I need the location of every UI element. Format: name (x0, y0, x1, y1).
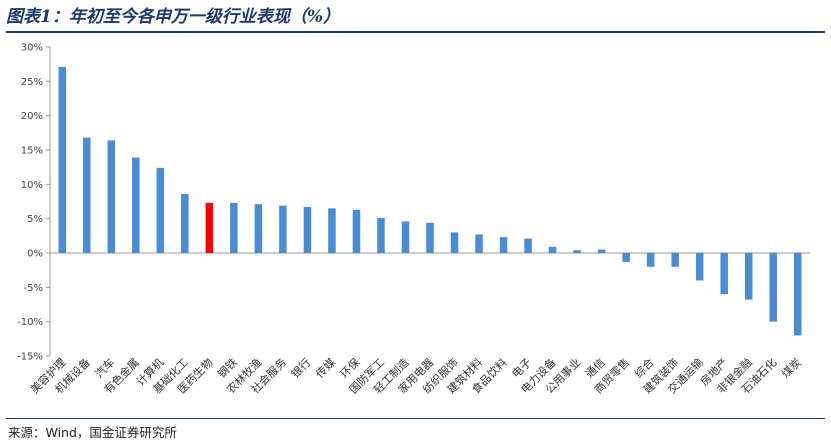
y-tick-label: 20% (21, 111, 43, 122)
bar-28 (720, 253, 728, 295)
bar-2 (83, 137, 91, 253)
bar-25 (646, 253, 655, 267)
bar-17 (450, 232, 459, 253)
bar-3 (107, 140, 116, 253)
x-category-label: 煤炭 (779, 356, 804, 381)
y-tick-label: -10% (17, 317, 43, 328)
y-tick-label: 25% (21, 77, 43, 88)
bar-chart: -15% -10% -5% 0% 5% 10% 15% 20% 25% 30% 美容护理机械设备汽… (17, 43, 810, 396)
bar-31 (793, 253, 802, 336)
bar-9 (254, 204, 263, 253)
bar-20 (524, 238, 532, 253)
bar-15 (401, 221, 410, 253)
source-note: 来源：Wind，国金证券研究所 (8, 425, 177, 440)
x-category-label: 银行 (288, 355, 313, 380)
y-tick-label: 30% (21, 43, 43, 54)
y-tick-label: 15% (21, 146, 43, 157)
bar-19 (499, 237, 508, 253)
bar-26 (671, 253, 679, 267)
bar-24 (622, 253, 630, 262)
bar-12 (328, 208, 336, 253)
bar-11 (303, 206, 312, 253)
y-tick-label: -5% (24, 283, 43, 294)
bar-13 (352, 209, 361, 253)
bar-5 (156, 167, 165, 253)
bar-14 (377, 217, 385, 253)
bar-16 (426, 222, 434, 253)
bar-4 (132, 157, 140, 253)
bar-27 (695, 253, 704, 281)
bar-23 (597, 249, 606, 253)
bar-29 (744, 253, 753, 300)
title-divider (6, 31, 825, 33)
y-tick-label: -15% (17, 352, 43, 363)
source-divider (6, 418, 825, 419)
x-category-label: 传媒 (313, 356, 338, 381)
y-tick-label: 10% (21, 180, 43, 191)
bar-22 (573, 250, 581, 253)
bar-30 (769, 253, 777, 322)
y-tick-label: 5% (27, 214, 43, 225)
bar-21 (548, 246, 557, 253)
bar-6 (181, 193, 189, 253)
category-labels: 美容护理机械设备 汽车有色金属计算机基础化工医药生物 钢铁农林牧渔社会服务 银行 传媒环… (27, 355, 803, 396)
y-tick-label: 0% (27, 249, 43, 260)
bar-10 (279, 205, 287, 253)
bar-7 (205, 202, 214, 253)
bar-18 (475, 234, 483, 253)
bar-1 (58, 66, 67, 253)
bars (58, 66, 802, 336)
chart-title: 图表1：年初至今各申万一级行业表现（%） (6, 7, 340, 27)
bar-8 (230, 202, 238, 253)
